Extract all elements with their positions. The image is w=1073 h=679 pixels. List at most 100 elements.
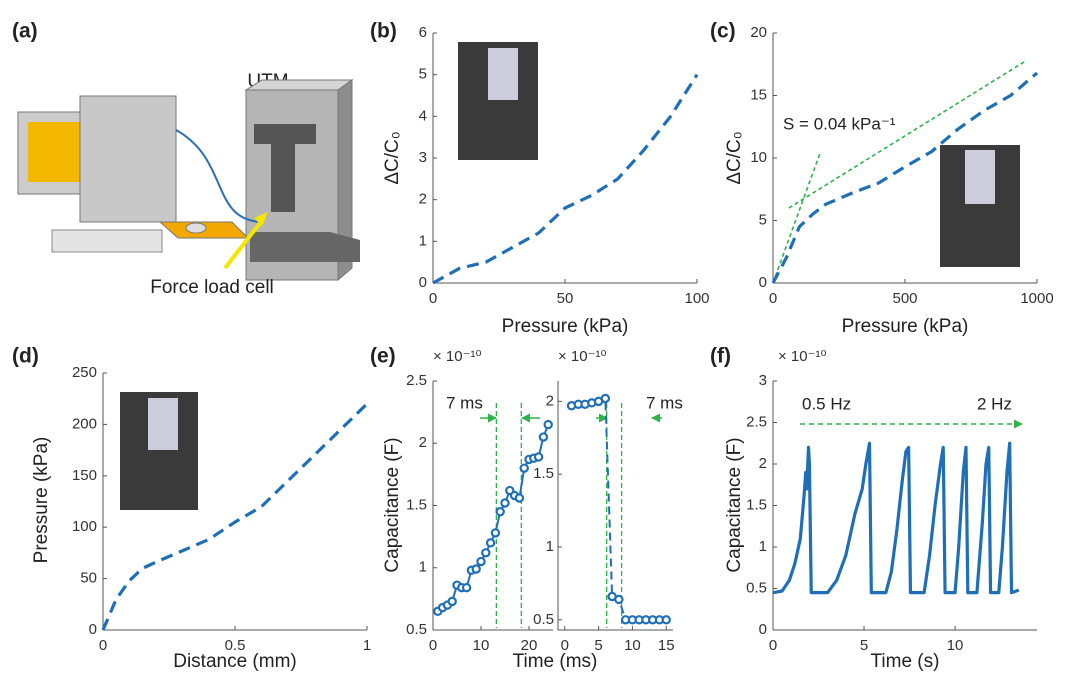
data-line <box>771 71 1039 284</box>
y-axis-label: Capacitance (F) <box>382 437 403 572</box>
panel-label: (e) <box>370 345 396 368</box>
x-tick-label: 0 <box>429 637 437 654</box>
y-tick-label: 15 <box>750 86 767 103</box>
y-tick-label: 2 <box>419 191 427 208</box>
utm-base <box>250 232 360 262</box>
illustration-annotation: Force load cell <box>150 277 274 298</box>
y-axis-label: Capacitance (F) <box>724 437 745 572</box>
y-tick-label: 0 <box>759 621 767 638</box>
data-point <box>471 564 481 574</box>
data-point <box>461 582 472 593</box>
y-tick-label: 200 <box>72 415 97 432</box>
axis-multiplier: × 10⁻¹⁰ <box>778 348 827 365</box>
cable <box>175 129 263 223</box>
x-tick-label: 0 <box>429 290 437 307</box>
y-tick-label: 5 <box>419 66 427 83</box>
annotation: 7 ms <box>446 393 483 412</box>
data-point <box>481 548 491 558</box>
keyboard <box>51 229 163 253</box>
x-tick-label: 1000 <box>1020 290 1053 307</box>
illustration: (a) UTM Force load cell <box>12 20 360 298</box>
y-tick-label: 6 <box>419 24 427 41</box>
chart: (d) Pressure (kPa) Distance (mm) 0 50 100 150 2… <box>12 345 371 672</box>
data-point <box>543 419 553 430</box>
data-line <box>571 397 667 621</box>
x-tick-label: 5 <box>860 637 868 654</box>
y-tick-label: 2 <box>759 455 767 472</box>
data-point <box>485 538 496 548</box>
annotation: 7 ms <box>646 393 683 412</box>
y-tick-label: 1.5 <box>406 496 427 513</box>
panel-label: (d) <box>12 345 39 368</box>
panel-label: (c) <box>710 20 736 43</box>
y-tick-label: 2 <box>419 434 427 451</box>
y-tick-label: 0 <box>759 274 767 291</box>
data-point <box>495 507 505 517</box>
y-tick-label: 250 <box>72 364 97 381</box>
chart: (c) ΔC/C₀ Pressure (kPa) S = 0.04 kPa⁻¹ 0 5 10… <box>710 20 1054 337</box>
photo-insets <box>120 42 1020 510</box>
x-tick-label: 0 <box>769 637 777 654</box>
utm-head <box>254 124 316 144</box>
axis-multiplier: × 10⁻¹⁰ <box>558 348 607 365</box>
x-tick-label: 10 <box>947 637 964 654</box>
y-axis-label: ΔC/C₀ <box>382 131 403 184</box>
tower <box>79 95 177 223</box>
x-axis-label: Pressure (kPa) <box>842 316 969 337</box>
x-tick-label: 0 <box>99 637 107 654</box>
data-line <box>772 441 1020 595</box>
y-tick-label: 0.5 <box>746 579 767 596</box>
annotation: S = 0.04 kPa⁻¹ <box>783 114 896 133</box>
data-point <box>500 498 510 508</box>
y-tick-label: 1 <box>759 538 767 555</box>
chart: (e) Capacitance (F) Time (ms) × 10⁻¹⁰ 7 ms 0.… <box>370 345 597 672</box>
x-tick-label: 500 <box>892 290 917 307</box>
panel-label: (b) <box>370 20 397 43</box>
x-tick-label: 100 <box>684 290 709 307</box>
data-point <box>614 594 624 605</box>
data-line <box>432 73 699 285</box>
y-tick-label: 20 <box>750 24 767 41</box>
y-tick-label: 4 <box>419 107 427 124</box>
x-axis-label: Time (ms) <box>513 651 598 672</box>
y-tick-label: 2.5 <box>406 372 427 389</box>
panel-label: (f) <box>710 345 731 368</box>
arrow-head <box>254 212 268 226</box>
data-point <box>519 463 529 473</box>
data-point <box>600 393 611 404</box>
x-tick-label: 10 <box>473 637 490 654</box>
chart: × 10⁻¹⁰ 7 ms 0.5 1 1.5 2 0 5 10 15 <box>533 348 683 654</box>
utm-post <box>271 144 295 212</box>
y-tick-label: 2 <box>546 392 554 409</box>
fit-line <box>788 59 1027 209</box>
y-tick-label: 50 <box>80 570 97 587</box>
utm-side <box>337 79 353 282</box>
y-tick-label: 1.5 <box>533 465 554 482</box>
y-tick-label: 0.5 <box>533 611 554 628</box>
y-tick-label: 3 <box>759 372 767 389</box>
chart: (f) Capacitance (F) Time (s) × 10⁻¹⁰ 0.5 Hz 2… <box>710 345 1037 672</box>
y-tick-label: 5 <box>759 211 767 228</box>
y-tick-label: 0 <box>419 274 427 291</box>
x-tick-label: 0 <box>769 290 777 307</box>
y-tick-label: 2.5 <box>746 413 767 430</box>
x-axis-label: Pressure (kPa) <box>502 316 629 337</box>
photo-detail <box>965 150 995 204</box>
y-tick-label: 1.5 <box>746 496 767 513</box>
panel-label: (a) <box>12 20 38 43</box>
x-axis-label: Distance (mm) <box>173 651 297 672</box>
x-tick-label: 5 <box>594 637 602 654</box>
data-point <box>661 615 671 625</box>
chart: (b) ΔC/C₀ Pressure (kPa) 0 1 2 3 4 5 6 0 50 100 <box>370 20 710 337</box>
x-tick-label: 1 <box>363 637 371 654</box>
x-tick-label: 15 <box>658 637 675 654</box>
y-tick-label: 1 <box>419 559 427 576</box>
fit-line <box>772 151 822 284</box>
x-tick-label: 20 <box>521 637 538 654</box>
y-tick-label: 3 <box>419 149 427 166</box>
data-point <box>538 432 549 442</box>
mouse <box>185 222 207 234</box>
x-axis-label: Time (s) <box>871 651 940 672</box>
